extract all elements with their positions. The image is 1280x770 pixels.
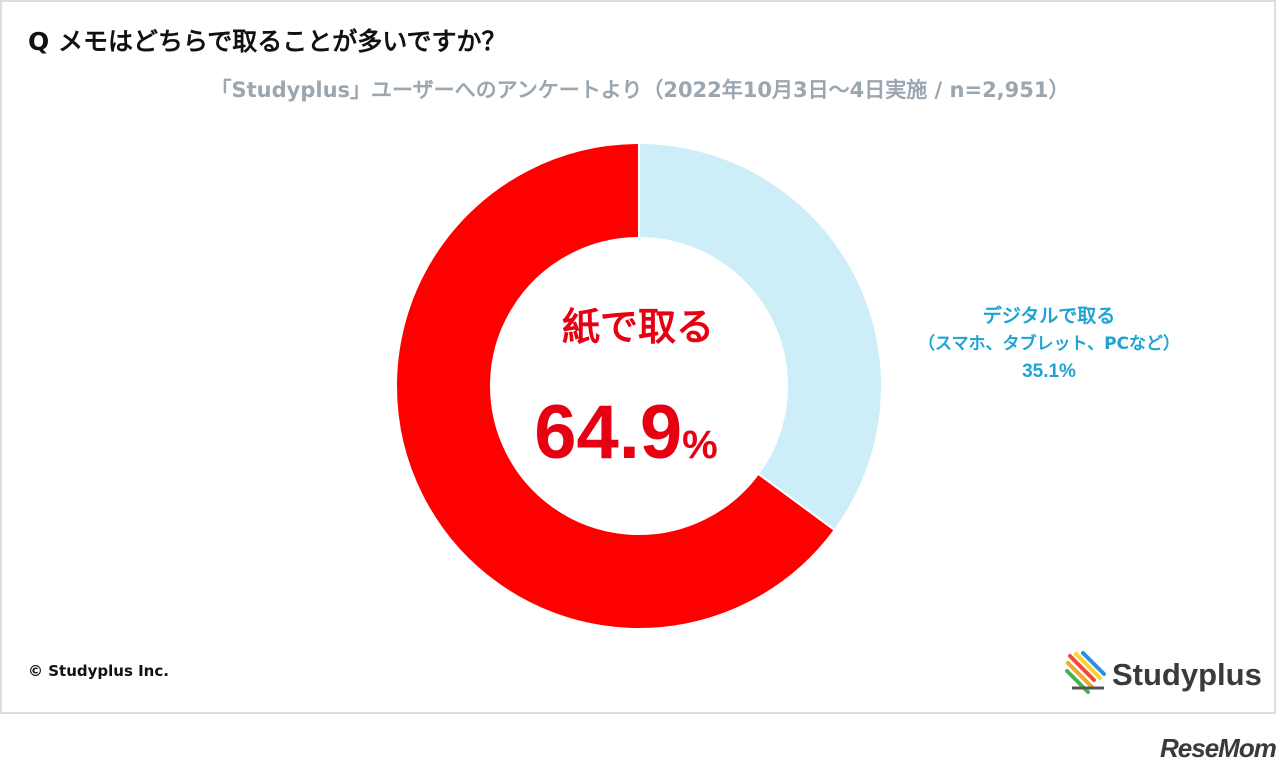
brand-name: Studyplus <box>1112 657 1262 692</box>
paper-label: 紙で取る <box>562 305 714 349</box>
paper-value-group: 64.9% <box>534 390 718 475</box>
chart-title: Q メモはどちらで取ることが多いですか？ <box>28 27 507 56</box>
slice-digital <box>638 141 883 532</box>
digital-value: 35.1% <box>1022 361 1076 382</box>
paper-value: 64.9 <box>534 390 682 475</box>
paper-unit: % <box>682 423 718 467</box>
resemom-watermark: ReseMom <box>1160 733 1277 763</box>
digital-label: デジタルで取る <box>983 304 1116 327</box>
studyplus-pencils-icon <box>1065 651 1106 694</box>
digital-label-detail: （スマホ、タブレット、PCなど） <box>918 333 1180 354</box>
copyright: © Studyplus Inc. <box>28 662 169 680</box>
studyplus-logo: Studyplus <box>1064 650 1262 698</box>
chart-subtitle: 「Studyplus」ユーザーへのアンケートより（2022年10月3日〜4日実施… <box>210 78 1070 102</box>
slice-paper <box>395 141 837 630</box>
